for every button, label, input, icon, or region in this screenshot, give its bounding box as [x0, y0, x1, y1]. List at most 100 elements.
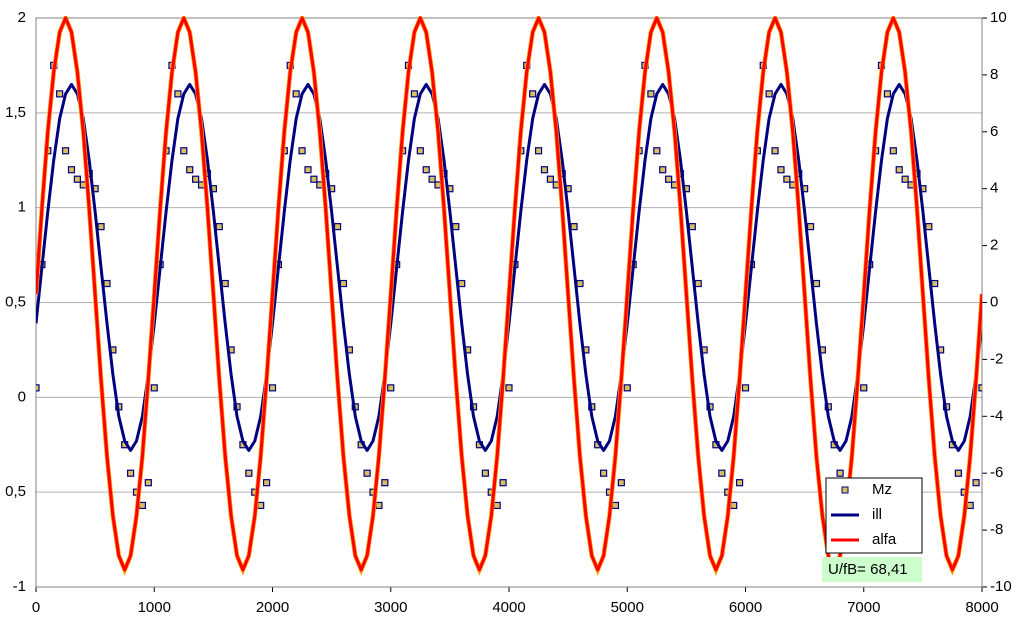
marker: [925, 223, 933, 231]
marker: [245, 469, 253, 477]
y2-tick-label: -6: [990, 464, 1003, 481]
marker: [688, 223, 696, 231]
marker: [546, 175, 554, 183]
y2-tick-label: 6: [990, 123, 998, 140]
marker: [416, 147, 424, 155]
marker: [215, 223, 223, 231]
marker: [36, 384, 40, 392]
marker: [73, 175, 81, 183]
marker: [428, 175, 436, 183]
marker: [505, 384, 513, 392]
marker: [268, 384, 277, 392]
marker: [61, 147, 70, 155]
y-tick-label: -1: [13, 578, 26, 595]
marker: [611, 501, 620, 510]
marker: [931, 279, 939, 288]
marker: [292, 90, 300, 98]
marker: [765, 90, 773, 98]
marker: [836, 469, 844, 477]
marker: [493, 501, 501, 510]
marker: [186, 166, 194, 174]
marker: [771, 147, 779, 155]
marker: [174, 90, 182, 98]
marker: [777, 166, 785, 174]
line: [36, 16, 982, 572]
x-tick-label: 5000: [611, 599, 644, 616]
marker: [304, 166, 312, 174]
y-tick-label: 2: [18, 9, 26, 26]
marker: [718, 469, 726, 477]
marker: [860, 384, 868, 392]
marker: [735, 479, 744, 487]
annotation-box: [822, 557, 922, 582]
marker: [659, 166, 667, 174]
marker: [298, 147, 306, 155]
marker: [144, 479, 152, 487]
x-tick-label: 2000: [256, 599, 289, 616]
marker: [363, 469, 371, 477]
marker: [381, 479, 389, 487]
y2-tick-label: -10: [990, 578, 1012, 595]
y-tick-label: 0,5: [5, 483, 26, 500]
marker: [333, 223, 342, 231]
y2-tick-label: -8: [990, 521, 1003, 538]
marker: [529, 90, 537, 98]
marker: [901, 175, 909, 183]
marker: [458, 279, 466, 288]
marker: [481, 469, 489, 477]
marker: [966, 501, 974, 510]
marker: [150, 384, 158, 392]
marker: [665, 175, 673, 183]
marker: [694, 279, 702, 288]
marker: [576, 279, 584, 288]
y2-tick-label: 10: [990, 9, 1007, 26]
marker: [623, 384, 631, 392]
marker: [889, 147, 897, 155]
y2-tick-label: 2: [990, 237, 998, 254]
y2-tick-label: 4: [990, 180, 998, 197]
marker: [138, 501, 147, 510]
y2-tick-label: -2: [990, 350, 1003, 367]
marker: [422, 166, 430, 174]
marker: [67, 166, 76, 174]
legend-marker: [841, 486, 849, 494]
marker: [103, 279, 111, 288]
marker: [262, 479, 271, 487]
marker: [310, 175, 318, 183]
marker: [978, 384, 982, 392]
marker: [730, 501, 738, 510]
marker: [126, 469, 135, 477]
marker: [499, 479, 507, 487]
marker: [617, 479, 625, 487]
x-tick-label: 0: [32, 599, 40, 616]
marker: [812, 279, 821, 288]
marker: [410, 90, 418, 98]
marker: [221, 279, 229, 288]
marker: [387, 384, 395, 392]
y-tick-label: 1: [18, 199, 26, 216]
marker: [452, 223, 460, 231]
legend-label: ill: [872, 506, 882, 523]
marker: [972, 479, 980, 487]
y2-tick-label: 8: [990, 66, 998, 83]
plot: [36, 16, 982, 576]
marker: [180, 147, 188, 155]
marker: [653, 147, 661, 155]
y2-tick-label: -4: [990, 407, 1003, 424]
legend-label: Mz: [872, 481, 892, 498]
annotation: U/fB= 68,41: [828, 561, 908, 578]
x-tick-label: 3000: [374, 599, 407, 616]
marker: [741, 384, 750, 392]
y-tick-label: 1,5: [5, 104, 26, 121]
x-tick-label: 1000: [138, 599, 171, 616]
x-tick-label: 7000: [847, 599, 880, 616]
marker: [599, 469, 608, 477]
marker: [647, 90, 655, 98]
marker: [540, 166, 549, 174]
marker: [883, 90, 892, 98]
marker: [192, 175, 200, 183]
marker: [375, 501, 383, 510]
y-tick-label: 0,5: [5, 293, 26, 310]
marker: [97, 223, 105, 231]
